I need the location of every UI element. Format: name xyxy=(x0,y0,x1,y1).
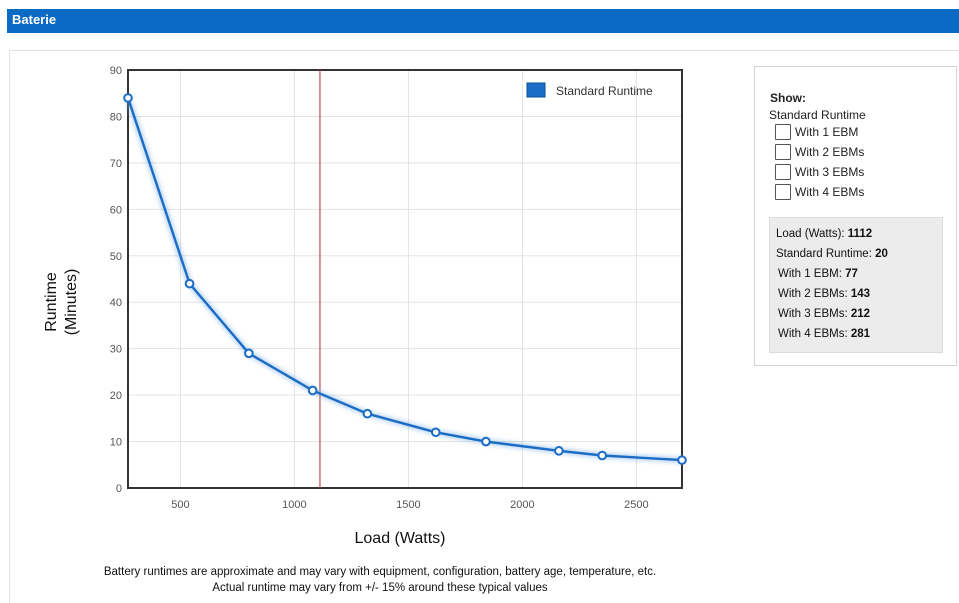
info-ebm2: With 2 EBMs: 143 xyxy=(778,288,870,300)
checkbox-1ebm[interactable] xyxy=(775,124,791,140)
content-panel xyxy=(9,50,959,603)
y-tick-label: 80 xyxy=(110,111,122,123)
standard-runtime-label: Standard Runtime xyxy=(769,108,866,122)
x-tick-label: 1500 xyxy=(396,499,420,511)
y-tick-label: 10 xyxy=(110,437,122,449)
data-point xyxy=(362,408,373,419)
info-ebm4-label: With 4 EBMs: xyxy=(778,328,851,340)
checkbox-label: With 4 EBMs xyxy=(795,185,865,199)
info-load-value: 1112 xyxy=(847,228,873,240)
y-tick-label: 50 xyxy=(110,251,122,263)
data-point xyxy=(244,348,254,359)
data-point xyxy=(481,436,491,447)
y-axis-title-line1: Runtime xyxy=(43,272,60,332)
y-tick-label: 70 xyxy=(110,158,122,170)
info-ebm1-label: With 1 EBM: xyxy=(778,268,846,280)
series-layer xyxy=(123,93,687,465)
x-tick-labels: 500 1000 1500 2000 2500 xyxy=(171,499,648,511)
data-point xyxy=(123,93,133,103)
legend-label: Standard Runtime xyxy=(556,84,653,98)
info-ebm2-value: 143 xyxy=(850,288,871,300)
info-standard-value: 20 xyxy=(875,248,888,260)
checkbox-3ebm[interactable] xyxy=(775,164,791,180)
plot-frame xyxy=(127,69,683,489)
checkbox-label: With 2 EBMs xyxy=(795,145,865,159)
checkbox-label: With 3 EBMs xyxy=(795,165,865,179)
header-title: Baterie xyxy=(12,12,57,27)
info-ebm4: With 4 EBMs: 281 xyxy=(778,328,870,340)
checkbox-2ebm[interactable] xyxy=(775,144,791,160)
checkbox-row-2ebm[interactable]: With 2 EBMs xyxy=(775,143,864,161)
runtime-info-box: Load (Watts): 1112 Standard Runtime: 20 … xyxy=(769,217,943,353)
y-tick-labels: 0 10 20 30 40 50 60 70 80 90 xyxy=(110,65,122,495)
data-point xyxy=(677,455,687,465)
legend-swatch xyxy=(526,82,546,98)
y-tick-label: 0 xyxy=(116,483,122,495)
checkbox-4ebm[interactable] xyxy=(775,184,791,200)
info-standard-label: Standard Runtime: xyxy=(776,248,876,260)
legend: Standard Runtime xyxy=(526,82,653,98)
series-glow xyxy=(125,96,683,464)
series-line xyxy=(126,97,683,462)
info-load-label: Load (Watts): xyxy=(776,228,848,240)
y-axis-title-line2: (Minutes) xyxy=(63,269,80,336)
info-ebm3-value: 212 xyxy=(850,308,871,320)
data-point xyxy=(184,278,195,289)
data-point xyxy=(597,450,608,461)
checkbox-row-4ebm[interactable]: With 4 EBMs xyxy=(775,183,864,201)
y-tick-label: 90 xyxy=(110,65,122,77)
info-ebm1: With 1 EBM: 77 xyxy=(778,268,858,280)
x-tick-label: 1000 xyxy=(282,499,306,511)
info-ebm3: With 3 EBMs: 212 xyxy=(778,308,870,320)
y-tick-label: 60 xyxy=(110,204,122,216)
checkbox-row-1ebm[interactable]: With 1 EBM xyxy=(775,123,858,141)
data-point xyxy=(554,446,564,456)
data-point xyxy=(430,427,441,438)
data-point xyxy=(307,385,318,396)
y-tick-label: 30 xyxy=(110,344,122,356)
info-ebm3-label: With 3 EBMs: xyxy=(778,308,851,320)
y-tick-label: 40 xyxy=(110,297,122,309)
options-panel: Show: Standard Runtime With 1 EBM With 2… xyxy=(754,66,957,366)
checkbox-row-3ebm[interactable]: With 3 EBMs xyxy=(775,163,864,181)
checkbox-label: With 1 EBM xyxy=(795,125,859,139)
show-title: Show: xyxy=(770,91,806,105)
info-ebm4-value: 281 xyxy=(850,328,871,340)
info-ebm1-value: 77 xyxy=(845,268,858,280)
x-tick-label: 500 xyxy=(171,499,189,511)
info-load: Load (Watts): 1112 xyxy=(776,228,872,240)
x-tick-label: 2000 xyxy=(510,499,534,511)
info-ebm2-label: With 2 EBMs: xyxy=(778,288,851,300)
x-axis-title: Load (Watts) xyxy=(355,530,446,547)
footnote-line-1: Battery runtimes are approximate and may… xyxy=(103,566,657,578)
y-tick-label: 20 xyxy=(110,390,122,402)
x-tick-label: 2500 xyxy=(624,499,648,511)
footnote-line-2: Actual runtime may vary from +/- 15% aro… xyxy=(212,582,548,594)
info-standard: Standard Runtime: 20 xyxy=(776,248,888,260)
header-bar: Baterie xyxy=(7,9,959,33)
